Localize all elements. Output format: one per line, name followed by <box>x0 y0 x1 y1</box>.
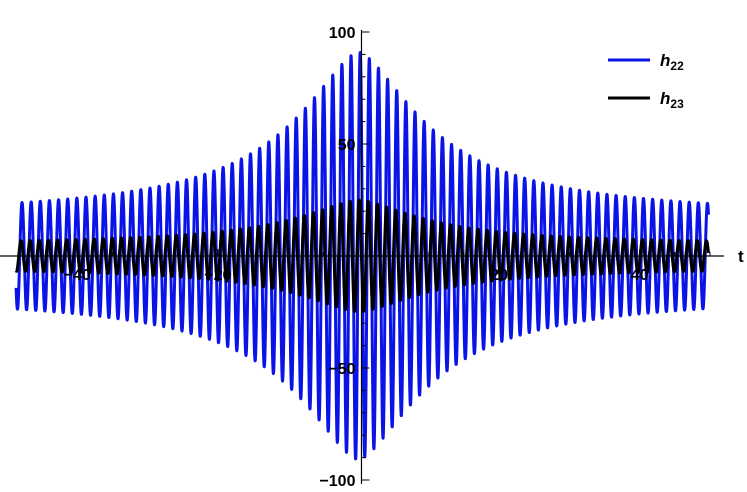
legend-label-h22: h22 <box>660 51 684 73</box>
x-tick-label: −40 <box>64 267 91 284</box>
x-axis-label: t <box>738 247 744 266</box>
y-tick-label: −100 <box>319 473 355 490</box>
y-tick-label: 50 <box>338 137 356 154</box>
x-tick-label: −20 <box>204 267 231 284</box>
y-tick-label: 100 <box>329 25 356 42</box>
x-tick-label: 40 <box>631 267 649 284</box>
series-layer <box>14 51 710 461</box>
series-line-h22 <box>14 51 710 461</box>
legend-label-h23: h23 <box>660 89 684 111</box>
y-tick-label: −50 <box>328 361 355 378</box>
ticks-layer: 100 50 −50 −100 −40 −20 20 40 <box>41 25 711 490</box>
series-line-h23 <box>14 198 710 314</box>
x-tick-label: 20 <box>490 267 508 284</box>
legend: h22 h23 <box>608 51 684 111</box>
